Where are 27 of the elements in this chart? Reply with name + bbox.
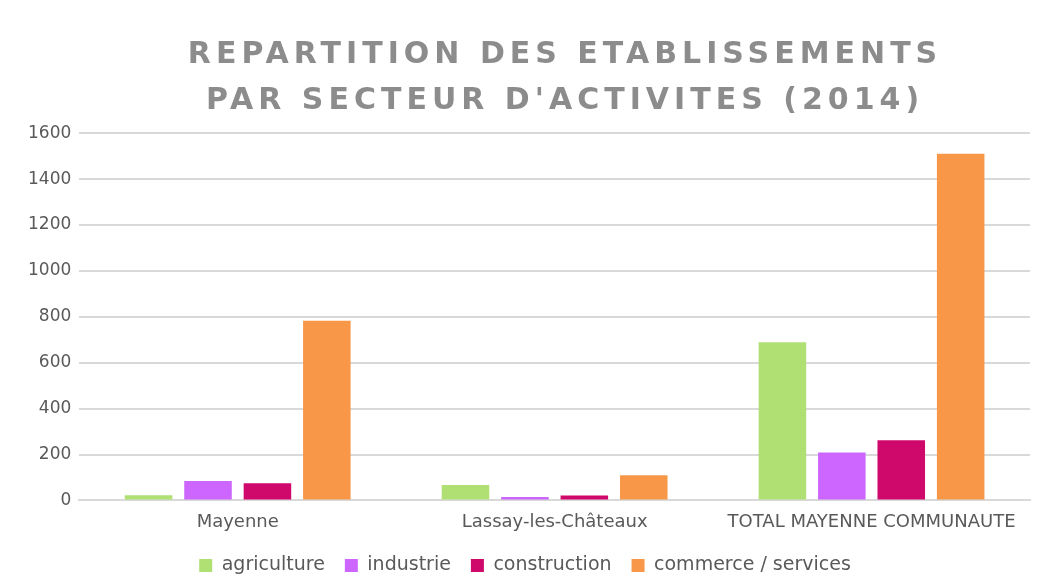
bar — [620, 475, 668, 500]
x-tick-label: Lassay-les-Châteaux — [461, 509, 648, 531]
x-tick-label: Mayenne — [196, 509, 279, 531]
legend-label: industrie — [367, 552, 451, 575]
y-tick-label: 1000 — [28, 259, 72, 280]
bar — [818, 452, 866, 500]
bar — [243, 483, 292, 500]
legend-label: construction — [493, 552, 612, 575]
y-tick-label: 200 — [38, 442, 72, 463]
bar — [441, 485, 490, 500]
bar — [124, 495, 173, 500]
y-tick-label: 400 — [38, 397, 72, 418]
y-tick-label: 0 — [60, 488, 72, 509]
y-tick-label: 1400 — [28, 167, 72, 188]
bar — [758, 342, 807, 500]
bar — [936, 153, 985, 500]
bar — [877, 440, 926, 500]
y-tick-label: 1200 — [28, 213, 72, 234]
bar — [303, 320, 351, 500]
chart-title: REPARTITION DES ETABLISSEMENTS PAR SECTEUR D'ACTIVITES (2014) — [186, 34, 944, 118]
legend-label: commerce / services — [654, 552, 851, 575]
y-tick-label: 600 — [38, 351, 72, 372]
y-tick-label: 1600 — [28, 121, 72, 142]
x-tick-label: TOTAL MAYENNE COMMUNAUTE — [726, 509, 1016, 531]
y-tick-label: 800 — [38, 305, 72, 326]
bar — [184, 480, 232, 500]
legend-label: agriculture — [221, 552, 325, 575]
